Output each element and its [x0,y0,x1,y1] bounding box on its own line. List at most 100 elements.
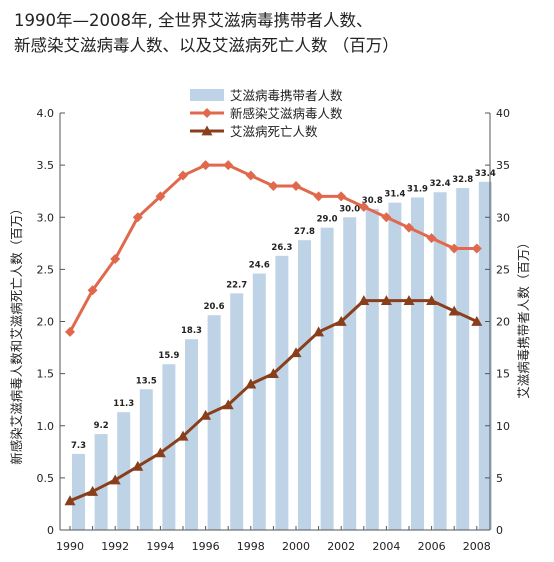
bar-1997 [230,293,244,530]
bar-label-2006: 32.4 [430,179,451,189]
bar-label-2004: 31.4 [384,190,405,200]
new-infections-point-2002 [336,191,347,202]
deaths-point-2008 [471,316,483,326]
x-tick-label: 1998 [237,540,265,553]
new-infections-point-2003 [358,201,369,212]
y-right-tick-label: 35 [496,159,510,172]
new-infections-point-1998 [245,170,256,181]
bar-label-2005: 31.9 [407,184,428,194]
new-infections-point-2006 [426,233,437,244]
deaths-point-1990 [64,495,76,506]
chart-title-line-2: 新感染艾滋病毒人数、以及艾滋病死亡人数 （百万） [14,36,399,55]
new-infections-point-1999 [268,180,279,191]
deaths-point-1997 [222,399,234,410]
y-right-tick-label: 10 [496,420,510,433]
bar-label-2008: 33.4 [475,169,496,179]
bar-2006 [433,192,447,531]
y-left-tick-label: 1.5 [37,368,55,381]
deaths-point-2006 [426,295,438,306]
bar-label-1997: 22.7 [226,280,247,290]
chart-title: 1990年—2008年, 全世界艾滋病毒携带者人数、 新感染艾滋病毒人数、以及艾… [14,8,544,58]
x-tick-label: 1992 [101,540,129,553]
deaths-point-2001 [313,326,325,337]
bar-1992 [117,412,131,530]
bar-series [72,181,492,531]
chart-title-line-1: 1990年—2008年, 全世界艾滋病毒携带者人数、 [14,11,373,30]
y-right-tick-label: 0 [496,524,503,537]
bar-label-2002: 30.0 [339,204,360,214]
new-infections-point-2005 [404,222,414,233]
y-left-tick-label: 0.5 [37,472,55,485]
bar-2001 [320,227,334,531]
y-right-tick-label: 30 [496,211,510,224]
legend-label-deaths: 艾滋病死亡人数 [230,124,318,139]
deaths-point-2005 [403,295,415,306]
legend-label-new-infections: 新感染艾滋病毒人数 [230,106,343,121]
deaths-point-1996 [200,409,212,420]
new-infections-point-1990 [65,326,75,337]
x-tick-label: 1990 [56,540,84,553]
new-infections-point-2000 [291,180,301,191]
bar-data-labels: 7.3 9.2 11.3 13.5 15.9 18.3 20.6 22.724.626.327… [71,169,496,451]
y-left-tick-label: 2.5 [37,263,55,276]
bar-1999 [275,255,289,530]
deaths-point-2002 [335,316,347,326]
bar-label-1993: 13.5 [136,376,157,386]
bar-label-1996: 20.6 [204,302,225,312]
bar-label-1991: 9.2 [94,421,109,431]
bar-label-1998: 24.6 [249,261,270,271]
deaths-point-2004 [380,295,392,306]
new-infections-point-1991 [87,285,98,296]
x-tick-label: 2004 [372,540,400,553]
y-axis-right-title: 艾滋病毒携带者人数（百万） [516,236,531,399]
deaths-point-1995 [177,430,189,441]
new-infections-point-1996 [200,160,211,171]
y-left-tick-label: 3.0 [37,211,55,224]
deaths-point-1999 [267,368,279,379]
bar-label-2003: 30.8 [362,196,383,206]
new-infections-point-1997 [223,160,234,171]
y-axis-left-title: 新感染艾滋病毒人数和艾滋病死亡人数（百万） [9,202,24,465]
y-right-tick-label: 15 [496,368,510,381]
x-tick-label: 2002 [327,540,355,553]
bar-2005 [411,197,424,530]
axes: 0 0.5 1.0 1.5 2.0 2.5 3.0 3.5 4.0 0 5 10 15 20 25 30 35 4… [9,107,531,553]
bar-2000 [298,240,311,530]
bar-1995 [185,339,198,530]
y-right-tick-label: 40 [496,107,510,120]
bar-label-1992: 11.3 [113,399,134,409]
y-right-tick-label: 25 [496,263,510,276]
bar-label-1999: 26.3 [271,243,292,253]
bar-label-2000: 27.8 [294,227,315,237]
new-infections-point-2008 [471,243,482,254]
y-left-tick-label: 1.0 [37,420,55,433]
new-infections-point-2001 [313,191,324,202]
bar-2007 [456,188,470,530]
new-infections-point-1992 [110,253,121,264]
y-right-tick-label: 5 [496,472,503,485]
legend-marker-triangle [201,125,213,136]
bar-label-1990: 7.3 [71,441,86,451]
deaths-point-1992 [109,474,121,485]
bar-label-2001: 29.0 [317,215,338,225]
bar-2003 [365,208,379,530]
deaths-point-1991 [87,485,99,496]
bar-label-2007: 32.8 [452,175,473,185]
legend-marker-diamond [202,108,212,118]
y-left-tick-label: 4.0 [37,107,55,120]
x-tick-label: 1994 [146,540,174,553]
deaths-point-1993 [132,460,144,471]
bar-2008 [478,181,492,530]
x-tick-label: 2008 [463,540,491,553]
bar-1998 [252,273,266,530]
new-infections-point-1995 [178,170,188,181]
bar-label-1995: 18.3 [181,326,202,336]
bar-2004 [388,202,402,530]
legend-label-bar: 艾滋病毒携带者人数 [230,88,343,103]
line-series [64,160,483,506]
bar-2002 [343,217,357,530]
bar-label-1994: 15.9 [158,351,179,361]
deaths-point-1994 [154,447,166,458]
bar-1991 [94,434,108,530]
